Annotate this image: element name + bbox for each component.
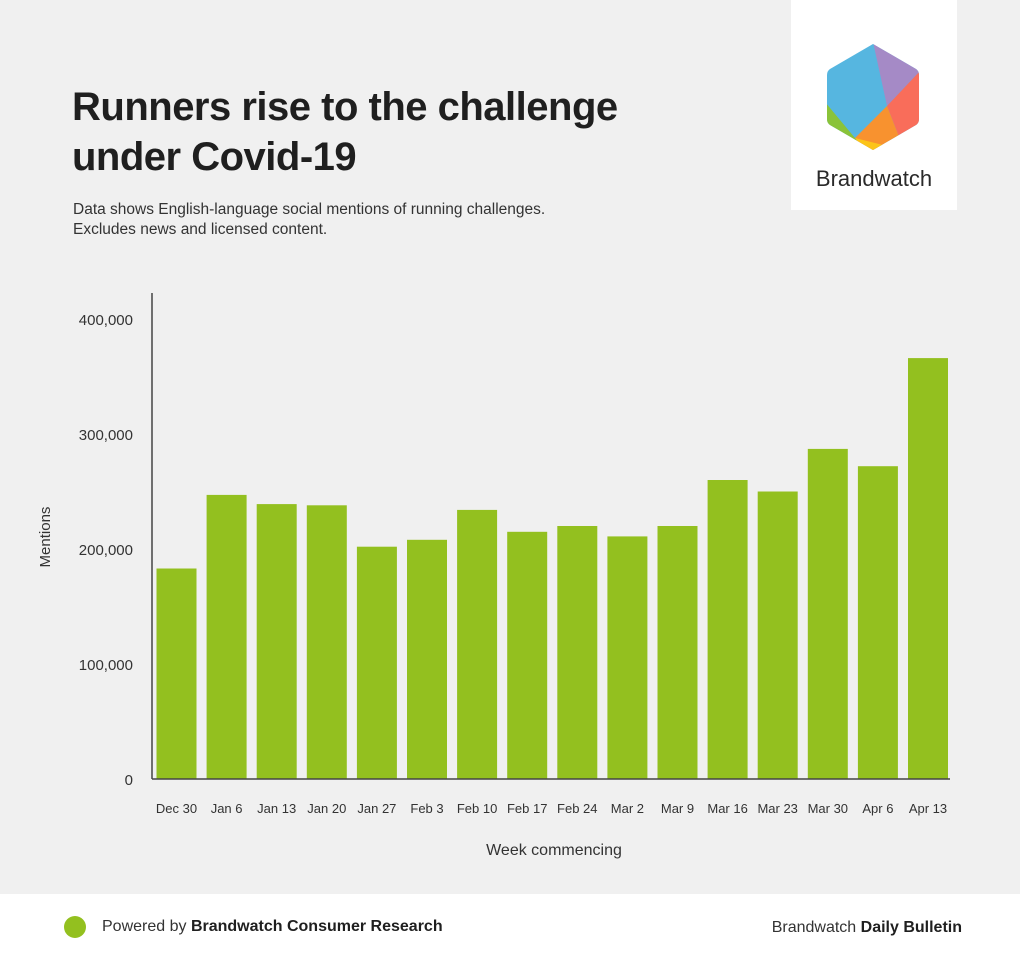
bar bbox=[857, 466, 898, 779]
bar bbox=[908, 358, 948, 779]
x-tick-label: Jan 20 bbox=[307, 801, 346, 816]
x-tick-label: Dec 30 bbox=[156, 801, 197, 816]
bar bbox=[757, 491, 798, 779]
daily-bulletin-name: Daily Bulletin bbox=[860, 919, 962, 936]
x-tick-label: Feb 24 bbox=[557, 801, 597, 816]
x-tick-label: Mar 9 bbox=[661, 801, 694, 816]
footer: Powered by Brandwatch Consumer Research … bbox=[0, 894, 1020, 963]
powered-by-brand: Brandwatch Consumer Research bbox=[190, 918, 443, 935]
x-tick-label: Mar 23 bbox=[757, 801, 797, 816]
powered-by-text: Powered by Brandwatch Consumer Research bbox=[102, 916, 443, 938]
chart-title: Runners rise to the challenge under Covi… bbox=[72, 85, 618, 179]
x-tick-label: Apr 6 bbox=[862, 801, 893, 816]
powered-by-prefix: Powered by bbox=[102, 918, 187, 935]
bar bbox=[156, 568, 197, 779]
bar bbox=[807, 448, 848, 779]
chart-subtitle: Data shows English-language social menti… bbox=[73, 200, 545, 240]
bar bbox=[507, 531, 548, 780]
x-axis-label: Week commencing bbox=[486, 842, 622, 859]
y-axis-ticks: 0 100,000 200,000 300,000 400,000 bbox=[79, 312, 133, 789]
green-dot-icon bbox=[64, 916, 86, 938]
bar bbox=[457, 509, 498, 779]
subtitle-line-1: Data shows English-language social menti… bbox=[73, 201, 546, 218]
bar bbox=[206, 494, 247, 779]
x-tick-label: Jan 27 bbox=[357, 801, 396, 816]
bar bbox=[306, 505, 347, 779]
daily-bulletin-credit: Brandwatch Daily Bulletin bbox=[772, 917, 962, 939]
x-tick-label: Mar 2 bbox=[611, 801, 644, 816]
brandwatch-hexagon-logo-icon bbox=[827, 44, 919, 150]
y-tick-label: 400,000 bbox=[79, 312, 133, 329]
x-tick-label: Jan 6 bbox=[211, 801, 243, 816]
y-tick-label: 100,000 bbox=[79, 657, 133, 674]
x-tick-label: Mar 30 bbox=[808, 801, 848, 816]
bar bbox=[707, 480, 748, 779]
bar bbox=[557, 526, 598, 779]
daily-bulletin-prefix: Brandwatch bbox=[771, 919, 857, 936]
subtitle-line-2: Excludes news and licensed content. bbox=[73, 221, 328, 238]
x-tick-label: Mar 16 bbox=[707, 801, 747, 816]
x-tick-label: Feb 17 bbox=[507, 801, 547, 816]
x-axis-ticks: Dec 30 Jan 6 Jan 13 Jan 20 Jan 27 Feb 3 Feb 10… bbox=[156, 801, 947, 816]
bar-chart: 0 100,000 200,000 300,000 400,000 Dec 30 Jan … bbox=[37, 293, 950, 859]
bar bbox=[256, 504, 297, 779]
x-tick-label: Jan 13 bbox=[257, 801, 296, 816]
bar bbox=[657, 526, 698, 779]
bar bbox=[356, 546, 397, 779]
y-axis-label: Mentions bbox=[37, 507, 54, 568]
bars bbox=[156, 358, 948, 780]
brandwatch-logo-text: Brandwatch bbox=[815, 166, 933, 191]
bar bbox=[607, 536, 648, 779]
brandwatch-logo-card: Brandwatch bbox=[791, 0, 957, 210]
y-tick-label: 200,000 bbox=[79, 542, 133, 559]
bar bbox=[407, 539, 447, 779]
y-tick-label: 0 bbox=[125, 772, 133, 789]
x-tick-label: Feb 3 bbox=[410, 801, 443, 816]
y-tick-label: 300,000 bbox=[79, 427, 133, 444]
x-tick-label: Feb 10 bbox=[457, 801, 497, 816]
x-tick-label: Apr 13 bbox=[909, 801, 947, 816]
